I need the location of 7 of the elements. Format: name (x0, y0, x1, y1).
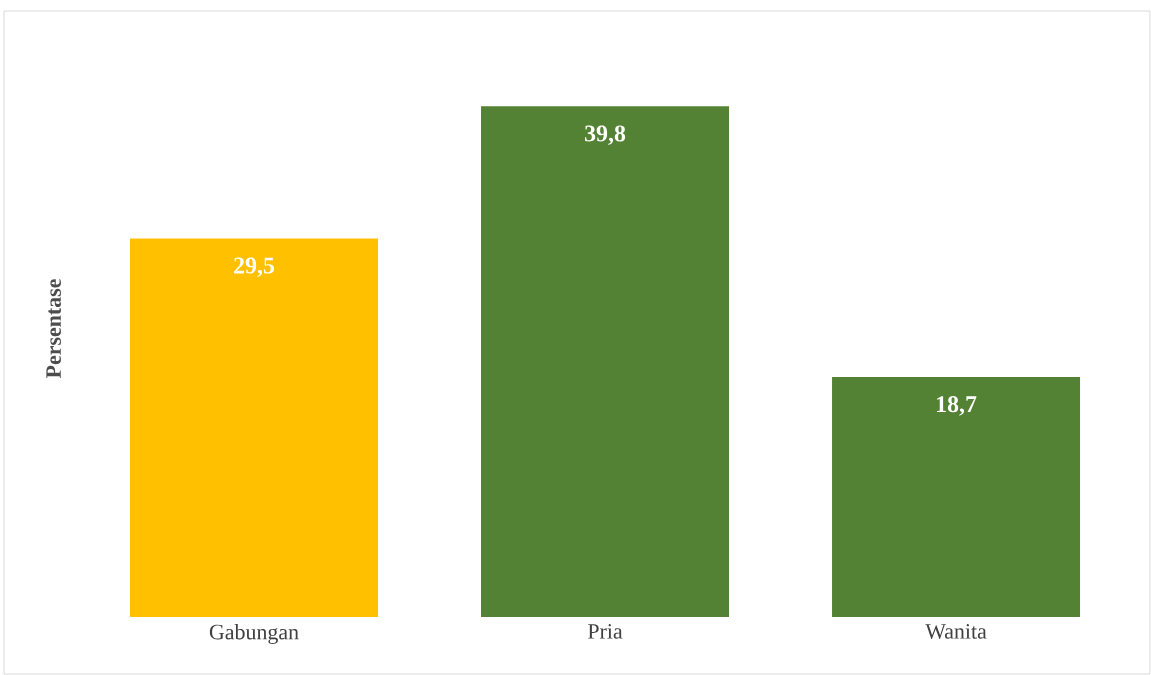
x-tick-label: Gabungan (209, 624, 299, 644)
data-label: 29,5 (234, 257, 275, 278)
data-label: 18,7 (937, 396, 977, 416)
data-label: 39,8 (585, 125, 626, 145)
x-tick-label: Pria (588, 624, 623, 639)
y-axis-title: Persentase (46, 279, 61, 379)
x-tick-label: Wanita (925, 624, 987, 639)
